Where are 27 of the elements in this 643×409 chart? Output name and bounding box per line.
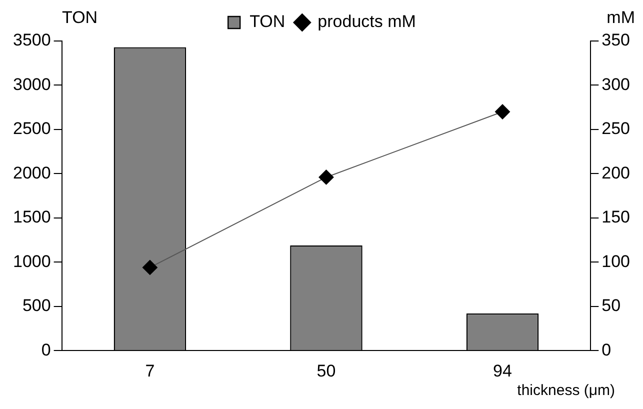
x-tick-label: 50 [316, 361, 336, 380]
y-tick-label: 500 [22, 296, 51, 316]
y-tick-label: 1500 [12, 208, 51, 227]
y2-tick-label: 50 [602, 296, 621, 316]
y2-tick-label: 0 [602, 340, 612, 360]
y-tick-label: 3500 [12, 30, 51, 50]
y-tick-label: 1000 [12, 252, 51, 271]
y-tick-label: 0 [41, 340, 51, 360]
y2-tick-label: 300 [602, 74, 630, 94]
point [495, 104, 510, 120]
x-tick-label: 94 [493, 361, 512, 380]
y-tick-label: 3000 [12, 74, 51, 94]
y-axis-title: TON [62, 8, 98, 28]
y2-tick-label: 150 [602, 208, 630, 227]
point [142, 260, 158, 275]
y2-tick-label: 250 [602, 119, 630, 138]
y-tick-label: 2000 [12, 163, 51, 182]
y-tick-label: 2500 [12, 119, 51, 138]
y2-tick-label: 100 [602, 252, 630, 271]
legend-label: products mM [318, 12, 416, 32]
point [318, 170, 334, 185]
y2-tick-label: 200 [602, 163, 630, 182]
y2-axis-title: mM [606, 8, 635, 28]
legend-label: TON [250, 12, 286, 32]
y2-tick-label: 350 [602, 30, 630, 50]
x-axis-title: thickness (μm) [517, 382, 615, 399]
x-tick-label: 7 [145, 361, 155, 380]
